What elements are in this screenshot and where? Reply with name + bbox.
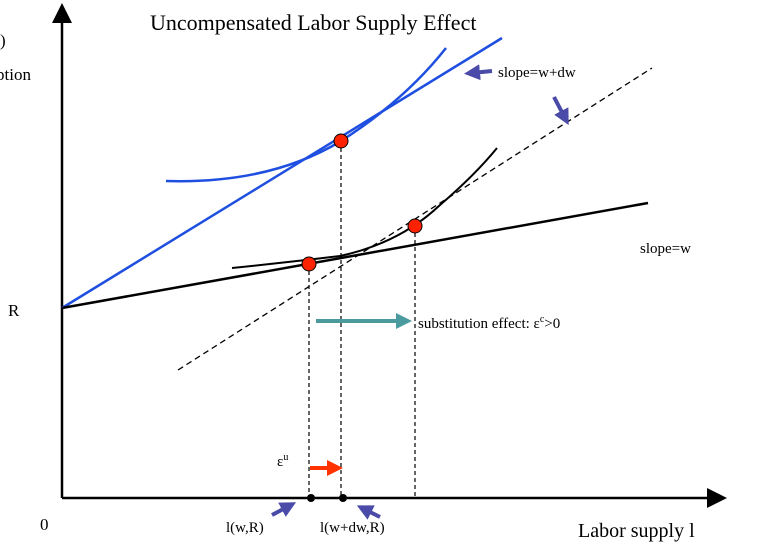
l-low-label: l(w,R) — [226, 520, 264, 536]
indifference-curve-high — [165, 47, 447, 183]
dot — [307, 494, 315, 502]
budget-line-low — [61, 201, 649, 310]
slope-label: slope=w — [640, 241, 691, 257]
points — [301, 133, 423, 272]
dot — [339, 494, 347, 502]
uncompensated-label: εu — [277, 452, 288, 470]
indifference-curve-low — [231, 147, 498, 269]
pointer-arrows — [271, 64, 569, 520]
budget-line-high — [61, 36, 503, 310]
y-axis-label: ption — [0, 65, 31, 84]
title: Uncompensated Labor Supply Effect — [150, 10, 476, 35]
slope-label: slope=w+dw — [498, 65, 576, 81]
substitution-label: substitution effect: εc>0 — [418, 314, 560, 332]
x-axis-label: Labor supply l — [578, 520, 695, 542]
y-axis-label: ) — [0, 31, 6, 50]
l-high-label: l(w+dw,R) — [320, 520, 385, 536]
origin-label: 0 — [40, 515, 49, 534]
intercept-label: R — [8, 301, 20, 320]
